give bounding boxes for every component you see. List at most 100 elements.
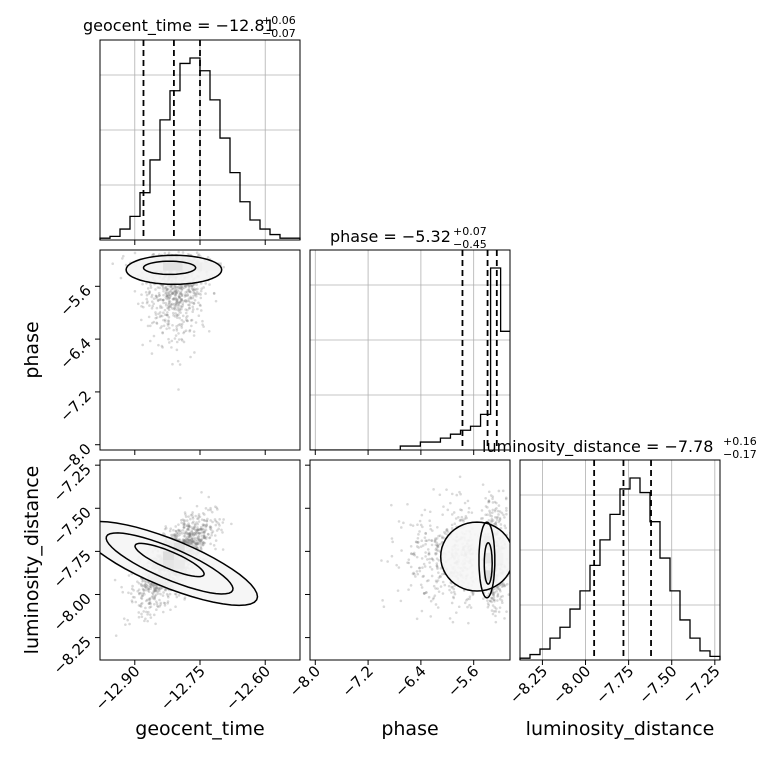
sample-point <box>150 321 154 325</box>
sample-point <box>427 595 431 599</box>
sample-point <box>436 544 439 547</box>
sample-point <box>158 598 161 602</box>
sample-point <box>203 530 206 534</box>
sample-point <box>197 520 201 523</box>
sample-point <box>422 592 426 595</box>
sample-point <box>215 520 219 524</box>
sample-point <box>133 289 137 293</box>
sample-point <box>184 308 187 311</box>
sample-point <box>179 305 183 308</box>
sample-point <box>185 519 189 522</box>
sample-point <box>159 314 162 317</box>
sample-point <box>151 592 155 596</box>
sample-point <box>440 541 444 544</box>
sample-point <box>122 617 126 620</box>
sample-point <box>141 282 144 286</box>
sample-point <box>182 521 186 525</box>
contour-line <box>125 254 223 286</box>
sample-point <box>192 283 196 286</box>
contour-line <box>483 542 493 585</box>
sample-point <box>221 548 225 551</box>
sample-point <box>182 340 186 344</box>
sample-point <box>492 593 495 597</box>
sample-point <box>155 295 159 299</box>
sample-point <box>141 594 145 598</box>
sample-point <box>202 534 206 537</box>
sample-point <box>187 524 191 527</box>
sample-point <box>138 604 142 608</box>
sample-point <box>459 518 462 522</box>
sample-point <box>202 531 206 534</box>
sample-point <box>174 525 178 528</box>
sample-point <box>202 524 205 528</box>
sample-point <box>154 294 158 298</box>
sample-point <box>177 534 180 537</box>
sample-point <box>497 520 501 524</box>
sample-point <box>152 613 156 617</box>
sample-point <box>419 523 423 527</box>
sample-point <box>175 290 178 294</box>
sample-point <box>434 537 437 540</box>
sample-point <box>182 539 186 542</box>
sample-point <box>161 298 165 302</box>
sample-point <box>144 585 147 589</box>
sample-point <box>146 613 149 616</box>
sample-point <box>202 528 205 531</box>
sample-point <box>443 583 447 587</box>
sample-point <box>179 297 183 301</box>
sample-point <box>184 285 188 289</box>
sample-point <box>144 585 147 589</box>
sample-point <box>211 530 215 533</box>
x-tick-label: −7.75 <box>592 662 637 707</box>
sample-point <box>173 292 177 296</box>
sample-point <box>141 587 145 591</box>
sample-point <box>490 609 494 612</box>
sample-point <box>432 584 436 588</box>
sample-point <box>416 536 420 540</box>
sample-point <box>149 582 153 586</box>
sample-point <box>174 303 178 306</box>
sample-point <box>406 502 409 506</box>
sample-point <box>420 586 424 589</box>
sample-point <box>499 595 503 599</box>
sample-point <box>132 589 135 592</box>
sample-point <box>462 589 466 592</box>
sample-point <box>150 595 154 599</box>
sample-point <box>498 510 502 513</box>
sample-point <box>130 599 134 602</box>
sample-point <box>201 319 204 323</box>
sample-point <box>180 307 183 311</box>
sample-point <box>153 596 156 600</box>
sample-point <box>187 299 191 303</box>
sample-point <box>178 308 182 312</box>
sample-point <box>421 544 425 547</box>
sample-point <box>164 289 168 293</box>
sample-point <box>163 588 167 591</box>
sample-point <box>170 307 174 310</box>
sample-point <box>411 524 415 527</box>
sample-point <box>190 324 193 328</box>
sample-point <box>150 293 154 297</box>
sample-point <box>190 536 194 539</box>
sample-point <box>190 513 194 516</box>
sample-point <box>161 331 164 334</box>
sample-point <box>171 533 175 537</box>
sample-point <box>201 541 205 544</box>
sample-point <box>167 299 171 303</box>
sample-point <box>209 528 213 532</box>
sample-point <box>505 512 508 516</box>
sample-point <box>172 290 176 294</box>
x-axis-label-phase: phase <box>381 718 438 740</box>
sample-point <box>149 585 152 589</box>
sample-point <box>176 303 180 306</box>
sample-point <box>151 594 155 598</box>
sample-point <box>180 318 184 322</box>
sample-point <box>420 539 424 542</box>
sample-point <box>499 583 503 586</box>
sample-point <box>409 584 413 587</box>
sample-point <box>154 288 157 291</box>
sample-point <box>445 488 448 491</box>
sample-point <box>407 558 411 561</box>
sample-point <box>137 588 141 591</box>
sample-point <box>436 579 440 582</box>
